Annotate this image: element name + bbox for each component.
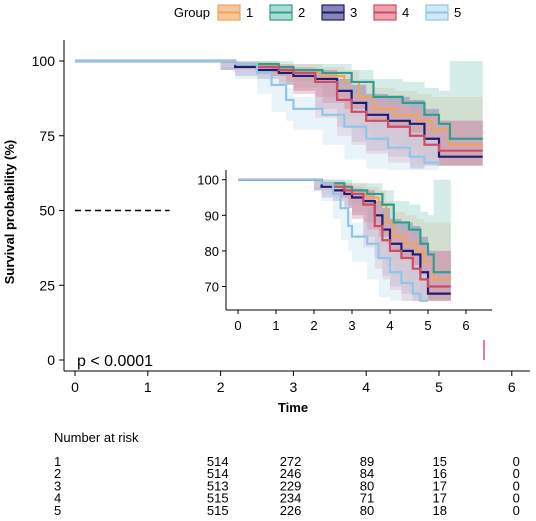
risk-table-group-label: 5 [54,503,61,518]
y-tick-label: 50 [39,203,55,219]
risk-table-cell: 513 [207,478,229,493]
risk-table-cell: 515 [207,491,229,506]
x-tick-label: 3 [290,379,298,395]
risk-table-cell: 246 [280,466,302,481]
inset-plot: 70 80 90 100 0 1 2 3 4 5 6 [197,170,500,340]
risk-table-cell: 84 [360,466,374,481]
risk-table-group-label: 3 [54,478,61,493]
risk-table-cell: 514 [207,466,229,481]
risk-table-row: 1 514 272 89 15 0 [54,454,520,469]
risk-table-group-label: 2 [54,466,61,481]
p-value-label: p < 0.0001 [77,353,153,370]
ci-band-5 [75,61,439,181]
risk-table-cell: 15 [433,454,447,469]
y-tick-label: 25 [39,277,55,293]
risk-table-title: Number at risk [54,430,139,445]
risk-table-cell: 17 [433,478,447,493]
x-tick-label: 6 [508,379,516,395]
legend-label: 4 [402,5,409,20]
inset-x-tick-label: 1 [272,318,279,333]
risk-table-row: 5 515 226 80 18 0 [54,503,520,518]
risk-table-cell: 0 [513,503,520,518]
legend-title: Group [174,5,210,20]
risk-table-cell: 16 [433,466,447,481]
risk-table-row: 4 515 234 71 17 0 [54,491,520,506]
ci-band-2 [75,61,483,166]
legend: Group 1 2 3 4 5 [174,4,461,21]
risk-table-cell: 0 [513,454,520,469]
inset-x-tick-label: 0 [234,318,241,333]
legend-label: 5 [454,5,461,20]
risk-table-cell: 71 [360,491,374,506]
risk-table-cell: 514 [207,454,229,469]
x-tick-label: 4 [362,379,370,395]
legend-label: 1 [246,5,253,20]
y-tick-label: 75 [39,128,55,144]
risk-table-cell: 18 [433,503,447,518]
x-axis-title: Time [278,400,308,415]
risk-table-cell: 89 [360,454,374,469]
survival-curves [75,59,483,166]
risk-table-cell: 0 [513,478,520,493]
inset-survival-curve-5 [238,178,428,302]
legend-item-3: 3 [321,4,357,21]
legend-item-5: 5 [425,4,461,21]
risk-table-cell: 80 [360,478,374,493]
inset-survival-curves [238,178,451,302]
x-tick-label: 5 [435,379,443,395]
risk-table: Number at risk 1 514 272 89 15 02 514 246 84 16 03… [54,430,520,518]
inset-y-tick-label: 80 [205,244,219,259]
risk-table-cell: 515 [207,503,229,518]
legend-item-1: 1 [217,4,253,21]
survival-curve-5 [75,59,441,166]
inset-y-tick-label: 70 [205,280,219,295]
inset-y-tick-label: 100 [197,173,219,188]
risk-table-cell: 234 [280,491,302,506]
risk-table-group-label: 1 [54,454,61,469]
inset-x-tick-label: 3 [348,318,355,333]
inset-x-tick-label: 5 [424,318,431,333]
risk-table-cell: 0 [513,491,520,506]
x-tick-label: 0 [71,379,79,395]
risk-table-row: 3 513 229 80 17 0 [54,478,520,493]
y-tick-label: 0 [47,352,55,368]
y-axis-title: Survival probability (%) [2,140,17,284]
risk-table-group-label: 4 [54,491,61,506]
legend-label: 2 [298,5,305,20]
legend-label: 3 [350,5,357,20]
inset-confidence-bands [238,179,451,301]
risk-table-cell: 17 [433,491,447,506]
inset-x-tick-label: 4 [386,318,393,333]
inset-x-tick-label: 2 [310,318,317,333]
risk-table-cell: 226 [280,503,302,518]
inset-x-tick-label: 6 [462,318,469,333]
risk-table-cell: 0 [513,466,520,481]
inset-ci-band-5 [238,179,428,301]
legend-item-4: 4 [373,4,409,21]
risk-table-cell: 272 [280,454,302,469]
inset-ci-band-2 [238,179,451,301]
risk-table-cell: 229 [280,478,302,493]
risk-table-cell: 80 [360,503,374,518]
inset-y-tick-label: 90 [205,208,219,223]
y-tick-label: 100 [32,53,56,69]
legend-item-2: 2 [269,4,305,21]
risk-table-row: 2 514 246 84 16 0 [54,466,520,481]
x-tick-label: 2 [217,379,225,395]
x-tick-label: 1 [144,379,152,395]
